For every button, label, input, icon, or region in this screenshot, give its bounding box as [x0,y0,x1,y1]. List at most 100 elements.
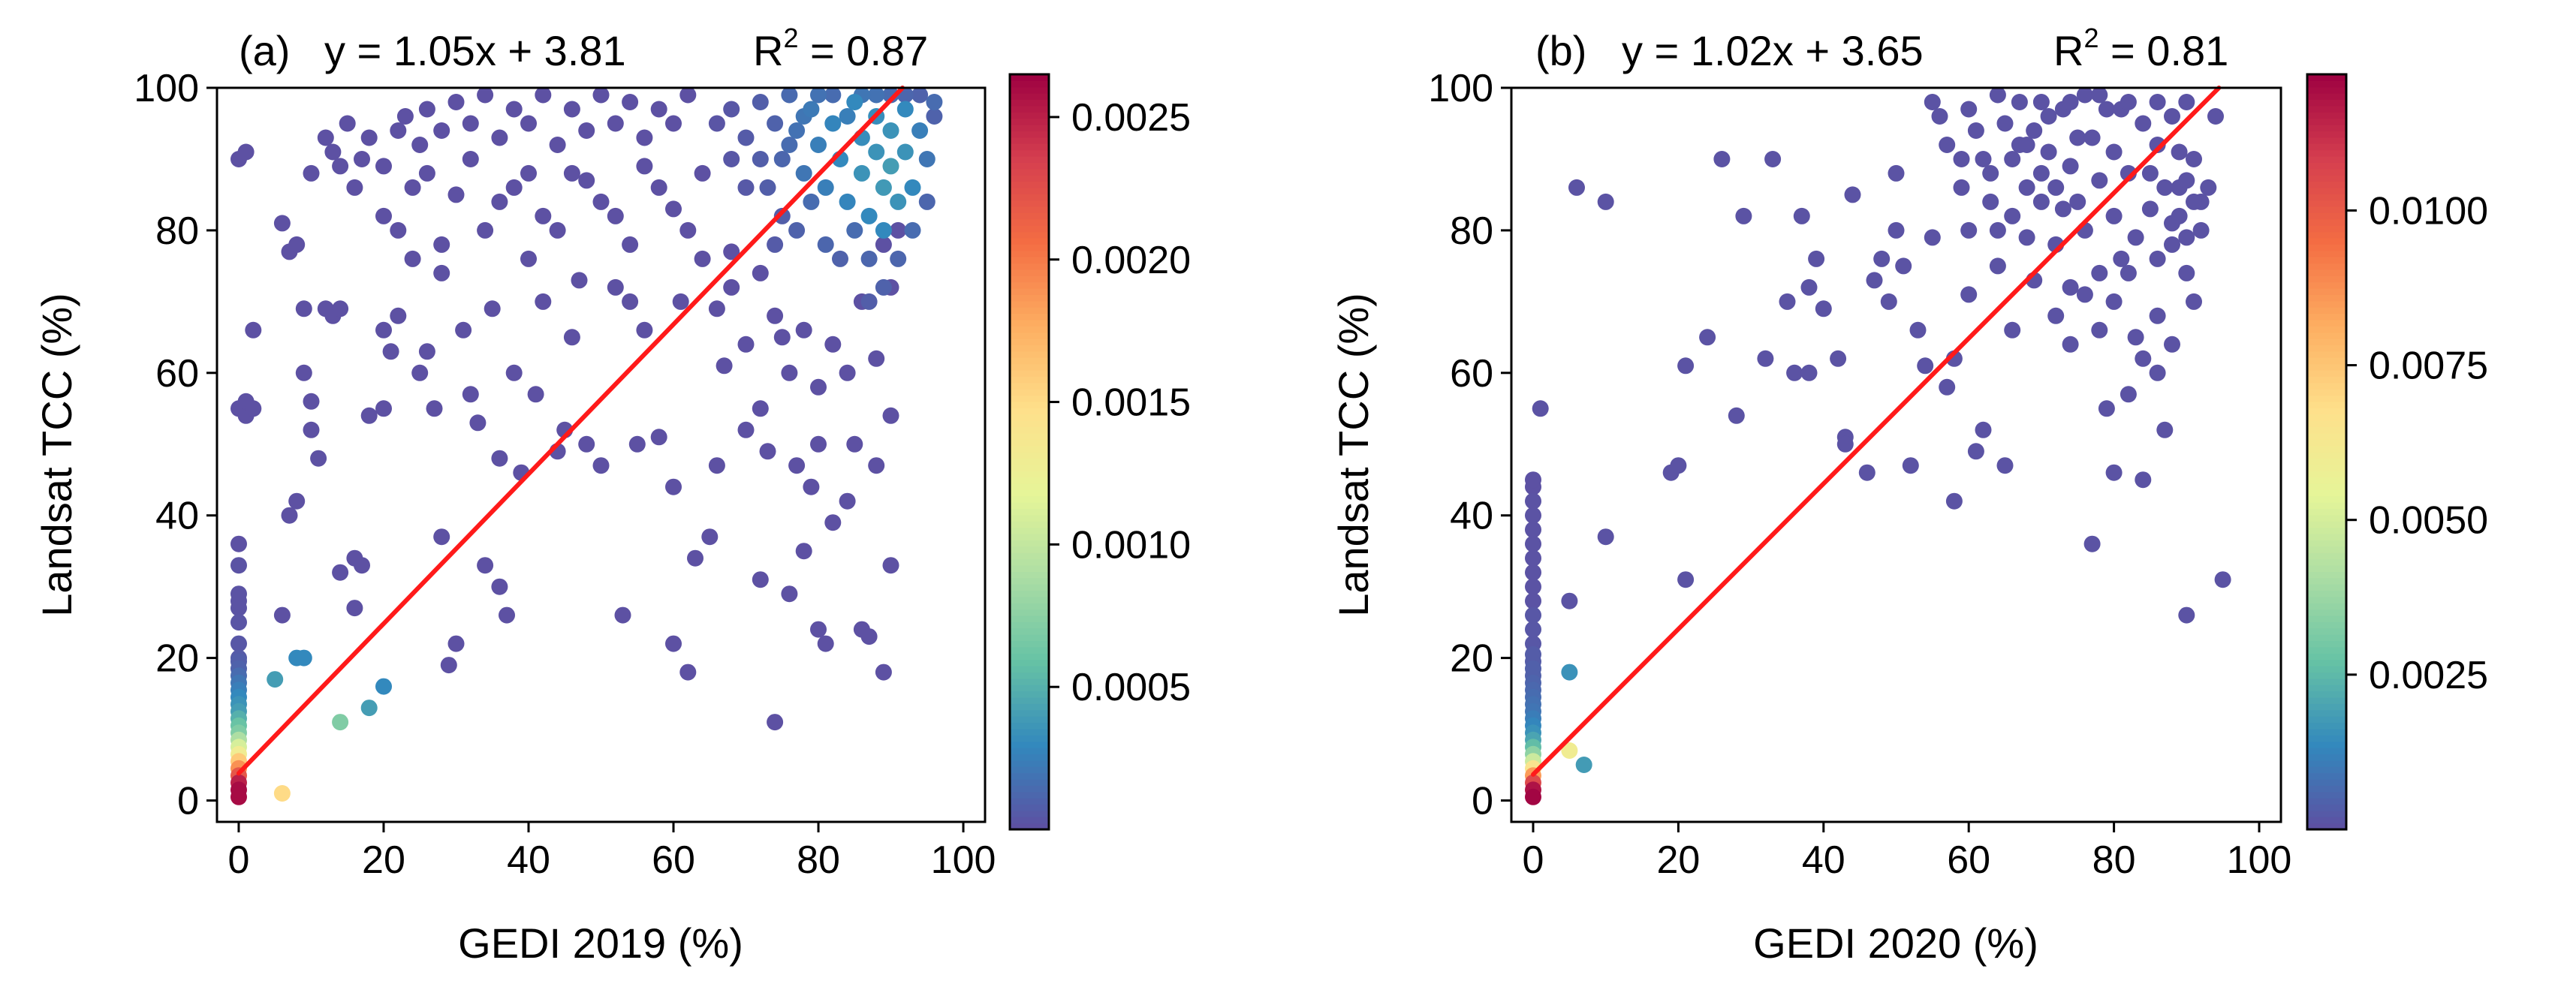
colorbar-segment [2307,445,2346,453]
colorbar-segment [1010,408,1049,415]
colorbar-segment [1010,458,1049,465]
colorbar-segment [1010,326,1049,333]
colorbar-segment [1010,332,1049,339]
colorbar-segment [2307,250,2346,257]
scatter-point [1815,300,1832,317]
scatter-point [2149,307,2166,324]
scatter-point [896,101,914,118]
scatter-point [267,671,284,688]
scatter-point [2004,321,2021,339]
colorbar-segment [2307,269,2346,276]
scatter-point [360,129,378,146]
scatter-point [803,478,820,495]
colorbar-segment [1010,540,1049,547]
colorbar-segment [1010,395,1049,402]
x-tick-label: 60 [652,838,695,882]
colorbar-segment [2307,596,2346,603]
colorbar-segment [1010,80,1049,88]
colorbar-segment [1010,149,1049,157]
scatter-point [752,400,769,417]
scatter-point [477,557,494,574]
scatter-point [396,108,414,125]
scatter-point [375,400,392,417]
scatter-point [281,507,298,524]
scatter-point [665,200,682,218]
colorbar-segment [1010,376,1049,384]
colorbar-segment [1010,319,1049,326]
colorbar-segment [2307,533,2346,540]
scatter-point [679,664,697,681]
colorbar-segment [2307,300,2346,308]
panel-a-r2: R2 = 0.87 [753,23,928,74]
scatter-point [773,207,791,224]
colorbar-segment [1010,125,1049,132]
scatter-point [1525,645,1541,663]
colorbar-segment [2307,432,2346,440]
scatter-point [527,386,544,403]
scatter-point [723,151,740,167]
colorbar-segment [1010,527,1049,534]
scatter-point [505,364,523,381]
scatter-point [1757,350,1774,367]
colorbar-segment [1010,86,1049,94]
colorbar-segment [2307,86,2346,94]
scatter-point [2032,94,2050,110]
scatter-point [1989,257,2006,275]
colorbar-segment [2307,760,2346,767]
colorbar-segment [1010,722,1049,730]
scatter-point [455,321,472,339]
scatter-point [875,179,892,196]
scatter-point [1525,788,1541,805]
colorbar-segment [2307,458,2346,465]
scatter-point [2018,179,2035,196]
colorbar-segment [1010,112,1049,119]
scatter-point [1982,164,1999,182]
scatter-point [390,221,407,239]
colorbar-segment [1010,288,1049,296]
scatter-point [817,236,834,253]
scatter-point [679,86,697,104]
colorbar-segment [1010,300,1049,308]
scatter-point [622,94,639,110]
scatter-point [499,606,515,624]
colorbar-segment [1010,596,1049,603]
scatter-point [549,221,566,239]
panel-a-r2-sup: 2 [783,23,798,53]
y-tick-label: 100 [1428,67,1493,110]
colorbar-segment [2307,584,2346,591]
scatter-point [622,293,639,310]
colorbar-segment [1010,685,1049,692]
scatter-point [2135,350,2152,367]
scatter-point [767,307,784,324]
colorbar-segment [1010,339,1049,346]
colorbar-segment [1010,823,1049,830]
colorbar-segment [2307,143,2346,151]
scatter-point [636,129,653,146]
scatter-point [1793,207,1810,224]
scatter-point [890,193,907,210]
colorbar-segment [1010,748,1049,754]
scatter-point [433,528,450,546]
scatter-point [2047,307,2065,324]
scatter-point [1967,122,1984,139]
panel-b-points [1525,86,2231,805]
scatter-point [447,186,465,203]
colorbar-segment [2307,288,2346,296]
colorbar-segment [2307,257,2346,264]
colorbar-segment [2307,621,2346,629]
panel-b-r2: R2 = 0.81 [2053,23,2228,74]
colorbar-segment [2307,678,2346,685]
colorbar-segment [1010,703,1049,711]
scatter-point [1561,742,1578,759]
scatter-point [896,143,914,161]
colorbar-segment [1010,552,1049,560]
scatter-point [563,101,580,118]
colorbar-segment [1010,194,1049,201]
colorbar-segment [1010,294,1049,302]
scatter-point [839,108,856,125]
colorbar-segment [1010,263,1049,270]
colorbar-segment [2307,502,2346,510]
scatter-point [273,215,291,232]
colorbar-segment [1010,533,1049,540]
scatter-point [1735,207,1752,224]
